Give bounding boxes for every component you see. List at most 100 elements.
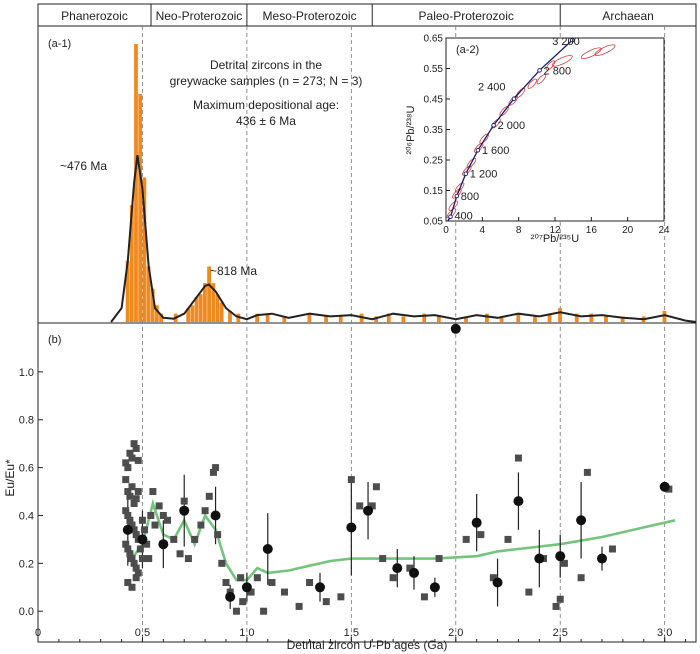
inset-y-tick-label: 0.25 bbox=[424, 156, 444, 167]
zircon-square bbox=[134, 456, 142, 464]
x-tick-label: 0 bbox=[35, 627, 41, 639]
histogram-bar bbox=[146, 266, 151, 322]
zircon-square bbox=[462, 535, 470, 543]
histogram-bar bbox=[338, 316, 343, 322]
zircon-circle bbox=[315, 582, 325, 593]
inset-ticks: 0 4 8 12 16 20 24 0.05 0.15 0.25 0.35 0.45 0.55 0.65 bbox=[424, 34, 670, 237]
eon-label: Paleo-Proterozoic bbox=[419, 9, 514, 23]
zircon-circles bbox=[122, 323, 670, 602]
inset-y-tick-label: 0.35 bbox=[424, 125, 444, 136]
zircon-square bbox=[525, 588, 533, 596]
histogram-bar bbox=[324, 316, 328, 322]
zircon-square bbox=[132, 495, 140, 503]
error-ellipse bbox=[536, 74, 547, 85]
histogram-bar bbox=[558, 308, 562, 322]
zircon-square bbox=[155, 502, 163, 510]
zircon-square bbox=[237, 574, 245, 582]
inset-y-tick-label: 0.05 bbox=[424, 217, 444, 228]
zircon-square bbox=[124, 578, 132, 586]
eon-label: Neo-Proterozoic bbox=[156, 9, 243, 23]
inset-y-tick-label: 0.45 bbox=[424, 95, 444, 106]
zircon-circle bbox=[241, 582, 252, 593]
histogram-bar bbox=[516, 313, 521, 322]
zircon-circle bbox=[555, 551, 566, 562]
inset-x-tick-label: 12 bbox=[549, 225, 561, 236]
x-tick-label: 1.5 bbox=[344, 627, 359, 639]
zircon-square bbox=[122, 476, 130, 484]
zircon-square bbox=[489, 574, 497, 582]
zircon-square bbox=[126, 550, 134, 558]
zircon-square bbox=[180, 497, 188, 505]
zircon-square bbox=[218, 559, 226, 567]
zircon-circle bbox=[659, 481, 670, 492]
histogram-bar bbox=[401, 316, 406, 322]
zircon-square bbox=[124, 511, 132, 519]
zircon-square bbox=[124, 545, 132, 553]
zircon-square bbox=[141, 526, 149, 534]
zircon-square bbox=[134, 569, 142, 577]
inset-x-axis-label: ²⁰⁷Pb/²³⁵U bbox=[531, 233, 579, 245]
concordia-age-mark bbox=[463, 171, 469, 176]
zircon-square bbox=[130, 440, 138, 448]
concordia-age-mark bbox=[454, 193, 460, 199]
histogram-bar bbox=[533, 316, 537, 322]
zircon-square bbox=[268, 578, 276, 586]
zircon-circle bbox=[534, 553, 545, 564]
age-histogram bbox=[125, 44, 667, 322]
concordia-age-marks: 400 800 1 200 1 600 2 000 2 400 2 800 3 200 bbox=[448, 36, 580, 223]
histogram-bar bbox=[374, 316, 379, 322]
zircon-circle bbox=[137, 534, 148, 545]
error-ellipse bbox=[466, 157, 477, 169]
zircon-square bbox=[128, 583, 136, 591]
inset-x-tick-label: 24 bbox=[658, 225, 670, 236]
zircon-square bbox=[130, 526, 138, 534]
zircon-square bbox=[372, 483, 380, 491]
y-tick-label: 1.0 bbox=[19, 367, 34, 379]
zircon-square bbox=[232, 607, 240, 615]
error-ellipse bbox=[515, 87, 526, 98]
zircon-circle bbox=[597, 553, 607, 564]
zircon-square bbox=[176, 550, 184, 558]
inset-y-tick-label: 0.15 bbox=[424, 186, 444, 197]
concordia-age-mark bbox=[491, 122, 496, 128]
error-ellipse bbox=[527, 78, 538, 89]
histogram-bar bbox=[186, 308, 191, 322]
zircon-square bbox=[130, 500, 138, 508]
zircon-square bbox=[184, 555, 192, 563]
inset-x-tick-label: 20 bbox=[622, 225, 634, 236]
zircon-square bbox=[560, 559, 568, 567]
histogram-bar bbox=[154, 305, 159, 322]
panel-b-axes: 0 0.5 1.0 1.5 2.0 2.5 3.0 0.0 0.2 0.4 0.6 0.8 1.0 bbox=[19, 367, 687, 642]
histogram-bar bbox=[207, 266, 211, 322]
x-tick-label: 2.0 bbox=[448, 627, 463, 639]
zircon-circle bbox=[429, 582, 440, 593]
histogram-bar bbox=[307, 313, 312, 322]
probability-density-curve bbox=[110, 155, 697, 323]
x-tick-label: 1.0 bbox=[239, 627, 254, 639]
zircon-square bbox=[134, 488, 142, 496]
concordia-age-label: 1 200 bbox=[470, 169, 498, 181]
concordia-age-mark bbox=[537, 68, 542, 73]
histogram-bar bbox=[547, 313, 552, 322]
zircon-circle bbox=[409, 567, 419, 578]
histogram-bar bbox=[464, 316, 468, 322]
error-ellipse bbox=[446, 208, 457, 219]
inset-x-tick-label: 4 bbox=[480, 225, 486, 236]
zircon-square bbox=[214, 531, 222, 539]
zircon-square bbox=[420, 593, 428, 601]
zircon-square bbox=[577, 574, 585, 582]
zircon-square bbox=[145, 555, 153, 563]
zircon-circle bbox=[158, 539, 169, 550]
concordia-age-label: 800 bbox=[461, 191, 479, 203]
y-tick-label: 0.8 bbox=[19, 415, 34, 427]
zircon-square bbox=[132, 574, 140, 582]
zircon-square bbox=[191, 535, 199, 543]
zircon-square bbox=[295, 602, 303, 610]
zircon-circle bbox=[179, 505, 190, 516]
zircon-circle bbox=[363, 505, 374, 516]
histogram-bar bbox=[436, 316, 441, 322]
histogram-bar bbox=[255, 313, 260, 322]
y-tick-label: 0.2 bbox=[19, 558, 34, 570]
zircon-square bbox=[128, 454, 136, 462]
y-tick-label: 0.6 bbox=[19, 463, 34, 475]
